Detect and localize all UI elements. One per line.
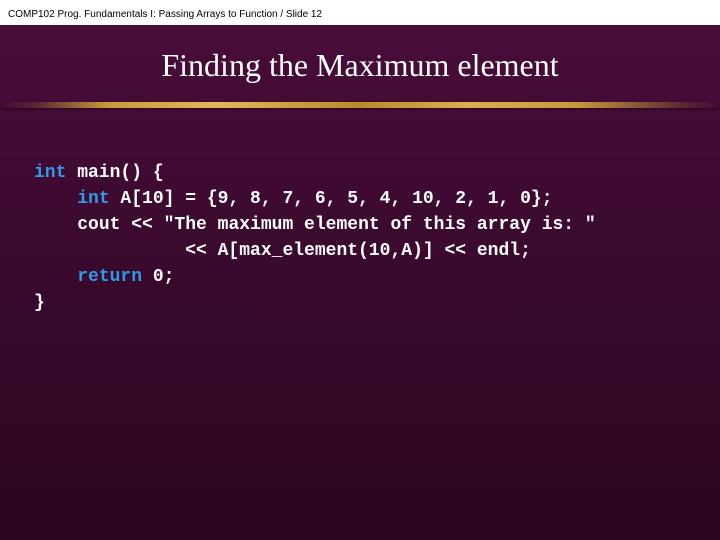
code-line-1: main() { bbox=[66, 163, 163, 183]
course-subtitle: Prog. Fundamentals I: Passing Arrays to … bbox=[57, 9, 322, 20]
slide: COMP102 Prog. Fundamentals I: Passing Ar… bbox=[0, 0, 720, 540]
code-block: int main() { int A[10] = {9, 8, 7, 6, 5,… bbox=[0, 108, 720, 317]
header-band: COMP102 Prog. Fundamentals I: Passing Ar… bbox=[0, 0, 720, 25]
indent bbox=[34, 215, 77, 235]
code-line-2: A[10] = {9, 8, 7, 6, 5, 4, 10, 2, 1, 0}; bbox=[110, 189, 553, 209]
header-text: COMP102 Prog. Fundamentals I: Passing Ar… bbox=[8, 9, 322, 20]
keyword-int: int bbox=[77, 189, 109, 209]
slide-title: Finding the Maximum element bbox=[0, 47, 720, 84]
code-line-5: 0; bbox=[142, 267, 174, 287]
indent bbox=[34, 241, 131, 261]
code-line-4: << A[max_element(10,A)] << endl; bbox=[131, 241, 531, 261]
code-line-6: } bbox=[34, 293, 45, 313]
indent bbox=[34, 267, 77, 287]
keyword-int: int bbox=[34, 163, 66, 183]
title-area: Finding the Maximum element bbox=[0, 25, 720, 108]
keyword-return: return bbox=[77, 267, 142, 287]
code-line-3: cout << "The maximum element of this arr… bbox=[77, 215, 595, 235]
course-code: COMP102 bbox=[8, 9, 55, 20]
indent bbox=[34, 189, 77, 209]
